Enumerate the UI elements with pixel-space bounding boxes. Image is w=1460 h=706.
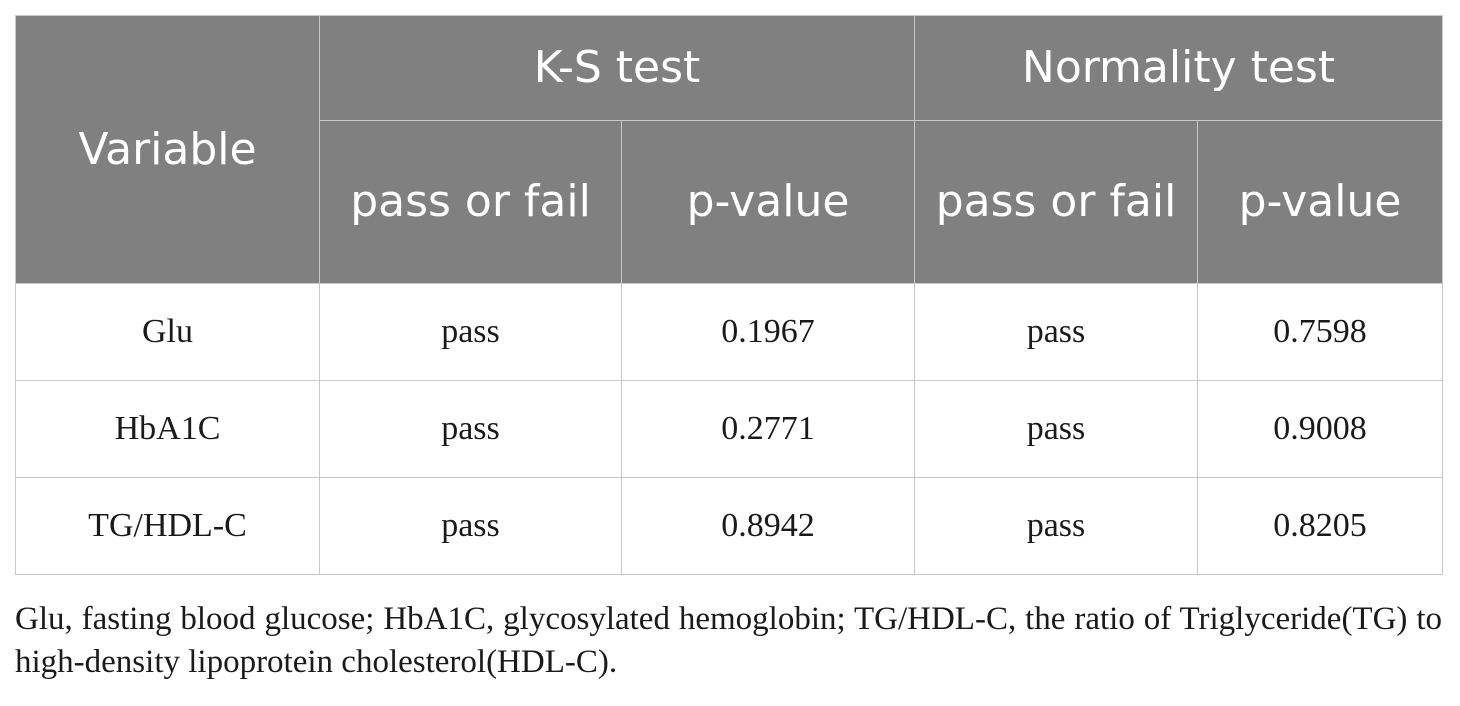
table-footnote: Glu, fasting blood glucose; HbA1C, glyco… xyxy=(15,601,1442,680)
header-norm-pass-or-fail: pass or fail xyxy=(914,120,1198,284)
cell-variable: HbA1C xyxy=(15,380,320,478)
cell-norm-result: pass xyxy=(914,477,1198,575)
table-container: Variable K-S test Normality test pass or… xyxy=(15,15,1444,575)
cell-ks-p-value: 0.1967 xyxy=(621,283,915,381)
cell-ks-result: pass xyxy=(319,283,622,381)
header-group-ks-test: K-S test xyxy=(319,15,915,121)
cell-ks-p-value: 0.8942 xyxy=(621,477,915,575)
cell-norm-result: pass xyxy=(914,283,1198,381)
cell-norm-result: pass xyxy=(914,380,1198,478)
header-ks-pass-or-fail: pass or fail xyxy=(319,120,622,284)
table-row: Glu pass 0.1967 pass 0.7598 xyxy=(15,283,1444,381)
cell-variable: Glu xyxy=(15,283,320,381)
header-ks-p-value: p-value xyxy=(621,120,915,284)
table-row: TG/HDL-C pass 0.8942 pass 0.8205 xyxy=(15,477,1444,575)
cell-variable: TG/HDL-C xyxy=(15,477,320,575)
cell-norm-p-value: 0.8205 xyxy=(1196,477,1444,575)
header-group-normality-test: Normality test xyxy=(913,15,1444,121)
header-variable: Variable xyxy=(15,15,320,284)
cell-ks-p-value: 0.2771 xyxy=(621,380,915,478)
table-header: Variable K-S test Normality test pass or… xyxy=(15,15,1444,284)
header-norm-p-value: p-value xyxy=(1196,120,1444,284)
header-row-subcolumns: pass or fail p-value pass or fail p-valu… xyxy=(16,120,1444,284)
cell-ks-result: pass xyxy=(319,477,622,575)
cell-ks-result: pass xyxy=(319,380,622,478)
header-row-groups: Variable K-S test Normality test xyxy=(15,15,1444,284)
table-body: Glu pass 0.1967 pass 0.7598 HbA1C pass 0… xyxy=(15,283,1444,575)
cell-norm-p-value: 0.9008 xyxy=(1196,380,1444,478)
normality-test-table: Variable K-S test Normality test pass or… xyxy=(15,15,1444,575)
table-row: HbA1C pass 0.2771 pass 0.9008 xyxy=(15,380,1444,478)
cell-norm-p-value: 0.7598 xyxy=(1196,283,1444,381)
